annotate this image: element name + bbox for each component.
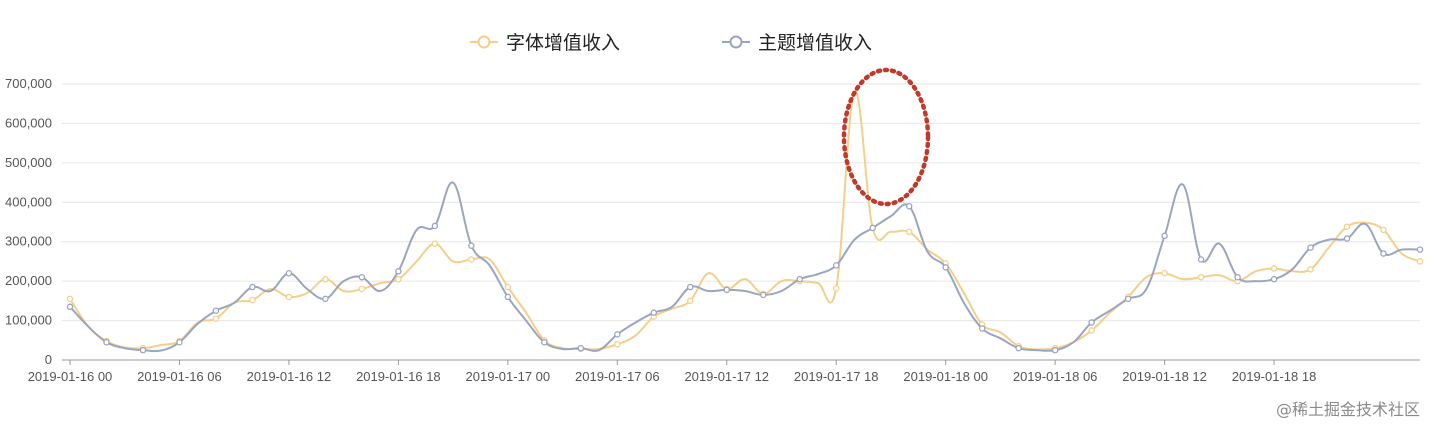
- data-point[interactable]: [322, 275, 329, 283]
- x-tick-label: 2019-01-16 12: [247, 369, 332, 384]
- x-axis: 2019-01-16 00 2019-01-16 06 2019-01-16 12 2…: [28, 360, 1317, 384]
- y-tick-label: 0: [45, 352, 52, 367]
- data-point[interactable]: [1307, 266, 1314, 273]
- legend-item-2[interactable]: 主题增值收入: [722, 32, 872, 54]
- x-tick-label: 2019-01-17 00: [466, 369, 551, 384]
- data-point[interactable]: [650, 309, 658, 316]
- data-point[interactable]: [66, 295, 74, 303]
- legend-marker-icon: [477, 35, 491, 49]
- data-point[interactable]: [832, 284, 840, 292]
- data-point[interactable]: [1270, 275, 1278, 283]
- data-point[interactable]: [66, 303, 74, 311]
- y-tick-label: 300,000: [5, 234, 52, 249]
- data-point[interactable]: [796, 275, 803, 283]
- series-1[interactable]: [66, 90, 1424, 353]
- legend-marker-icon: [729, 35, 743, 49]
- y-tick-label: 500,000: [5, 155, 52, 170]
- series-line[interactable]: [69, 90, 1421, 351]
- data-point[interactable]: [285, 270, 293, 277]
- y-axis-tick-labels: 0 100,000 200,000 300,000 400,000 500,000 600,…: [5, 76, 52, 367]
- data-point[interactable]: [285, 293, 293, 301]
- x-tick-label: 2019-01-17 06: [575, 369, 660, 384]
- y-tick-label: 100,000: [5, 313, 52, 328]
- series-2[interactable]: [66, 181, 1424, 354]
- data-point[interactable]: [504, 283, 512, 291]
- x-tick-label: 2019-01-16 00: [28, 369, 113, 384]
- data-point[interactable]: [614, 331, 621, 338]
- y-tick-label: 400,000: [5, 194, 52, 209]
- data-point[interactable]: [139, 346, 147, 354]
- data-point[interactable]: [1197, 273, 1205, 281]
- data-point[interactable]: [1380, 250, 1387, 257]
- x-tick-label: 2019-01-18 12: [1122, 369, 1207, 384]
- data-point[interactable]: [687, 283, 694, 291]
- data-point[interactable]: [1088, 327, 1095, 334]
- data-point[interactable]: [468, 256, 475, 263]
- data-point[interactable]: [1270, 265, 1278, 272]
- data-point[interactable]: [504, 293, 512, 301]
- data-point[interactable]: [1051, 346, 1059, 354]
- x-tick-label: 2019-01-18 06: [1013, 369, 1098, 384]
- data-point[interactable]: [176, 339, 183, 346]
- data-point[interactable]: [358, 273, 366, 281]
- data-point[interactable]: [1380, 226, 1387, 234]
- data-point[interactable]: [249, 283, 256, 291]
- data-point[interactable]: [1307, 244, 1314, 251]
- legend[interactable]: 字体增值收入 主题增值收入: [470, 32, 872, 54]
- data-point[interactable]: [1234, 273, 1241, 281]
- data-point[interactable]: [1015, 344, 1022, 352]
- data-point[interactable]: [395, 268, 402, 275]
- data-point[interactable]: [723, 286, 731, 294]
- legend-label: 字体增值收入: [506, 32, 620, 54]
- data-point[interactable]: [942, 264, 949, 271]
- x-tick-label: 2019-01-16 06: [137, 369, 222, 384]
- data-point[interactable]: [1088, 319, 1095, 326]
- legend-item-1[interactable]: 字体增值收入: [470, 32, 620, 54]
- data-point[interactable]: [395, 275, 402, 283]
- data-point[interactable]: [468, 242, 475, 249]
- x-tick-label: 2019-01-17 18: [794, 369, 879, 384]
- data-point[interactable]: [212, 307, 220, 314]
- x-tick-label: 2019-01-17 12: [684, 369, 769, 384]
- data-point[interactable]: [431, 222, 439, 230]
- data-point[interactable]: [431, 240, 439, 247]
- data-point[interactable]: [1343, 223, 1351, 230]
- x-tick-label: 2019-01-18 00: [903, 369, 988, 384]
- series-line[interactable]: [69, 181, 1421, 353]
- data-point[interactable]: [1416, 258, 1424, 265]
- series-layer[interactable]: [66, 90, 1424, 354]
- data-point[interactable]: [687, 297, 694, 305]
- peak-highlight-annotation: [841, 67, 931, 207]
- x-tick-label: 2019-01-16 18: [356, 369, 441, 384]
- y-tick-label: 700,000: [5, 76, 52, 91]
- data-point[interactable]: [1124, 295, 1132, 303]
- data-point[interactable]: [358, 285, 366, 293]
- legend-label: 主题增值收入: [758, 32, 872, 54]
- data-point[interactable]: [832, 262, 840, 269]
- data-point[interactable]: [1416, 246, 1424, 253]
- data-point[interactable]: [614, 340, 621, 348]
- data-point[interactable]: [1161, 270, 1168, 277]
- data-point[interactable]: [1197, 256, 1205, 263]
- data-point[interactable]: [322, 295, 329, 303]
- data-point[interactable]: [1161, 232, 1168, 240]
- data-point[interactable]: [577, 344, 585, 352]
- data-point[interactable]: [905, 228, 913, 236]
- data-point[interactable]: [1343, 235, 1351, 242]
- data-point[interactable]: [905, 202, 913, 210]
- data-point[interactable]: [103, 339, 110, 346]
- red-dotted-ellipse: [841, 67, 931, 207]
- data-point[interactable]: [869, 224, 876, 232]
- data-point[interactable]: [212, 315, 220, 322]
- y-tick-label: 600,000: [5, 115, 52, 130]
- data-point[interactable]: [759, 291, 767, 299]
- grid-lines: [62, 83, 1420, 361]
- data-point[interactable]: [541, 339, 548, 346]
- data-point[interactable]: [249, 296, 256, 304]
- watermark: @稀土掘金技术社区: [1275, 400, 1420, 419]
- data-point[interactable]: [978, 325, 986, 332]
- y-tick-label: 200,000: [5, 273, 52, 288]
- x-tick-label: 2019-01-18 18: [1232, 369, 1317, 384]
